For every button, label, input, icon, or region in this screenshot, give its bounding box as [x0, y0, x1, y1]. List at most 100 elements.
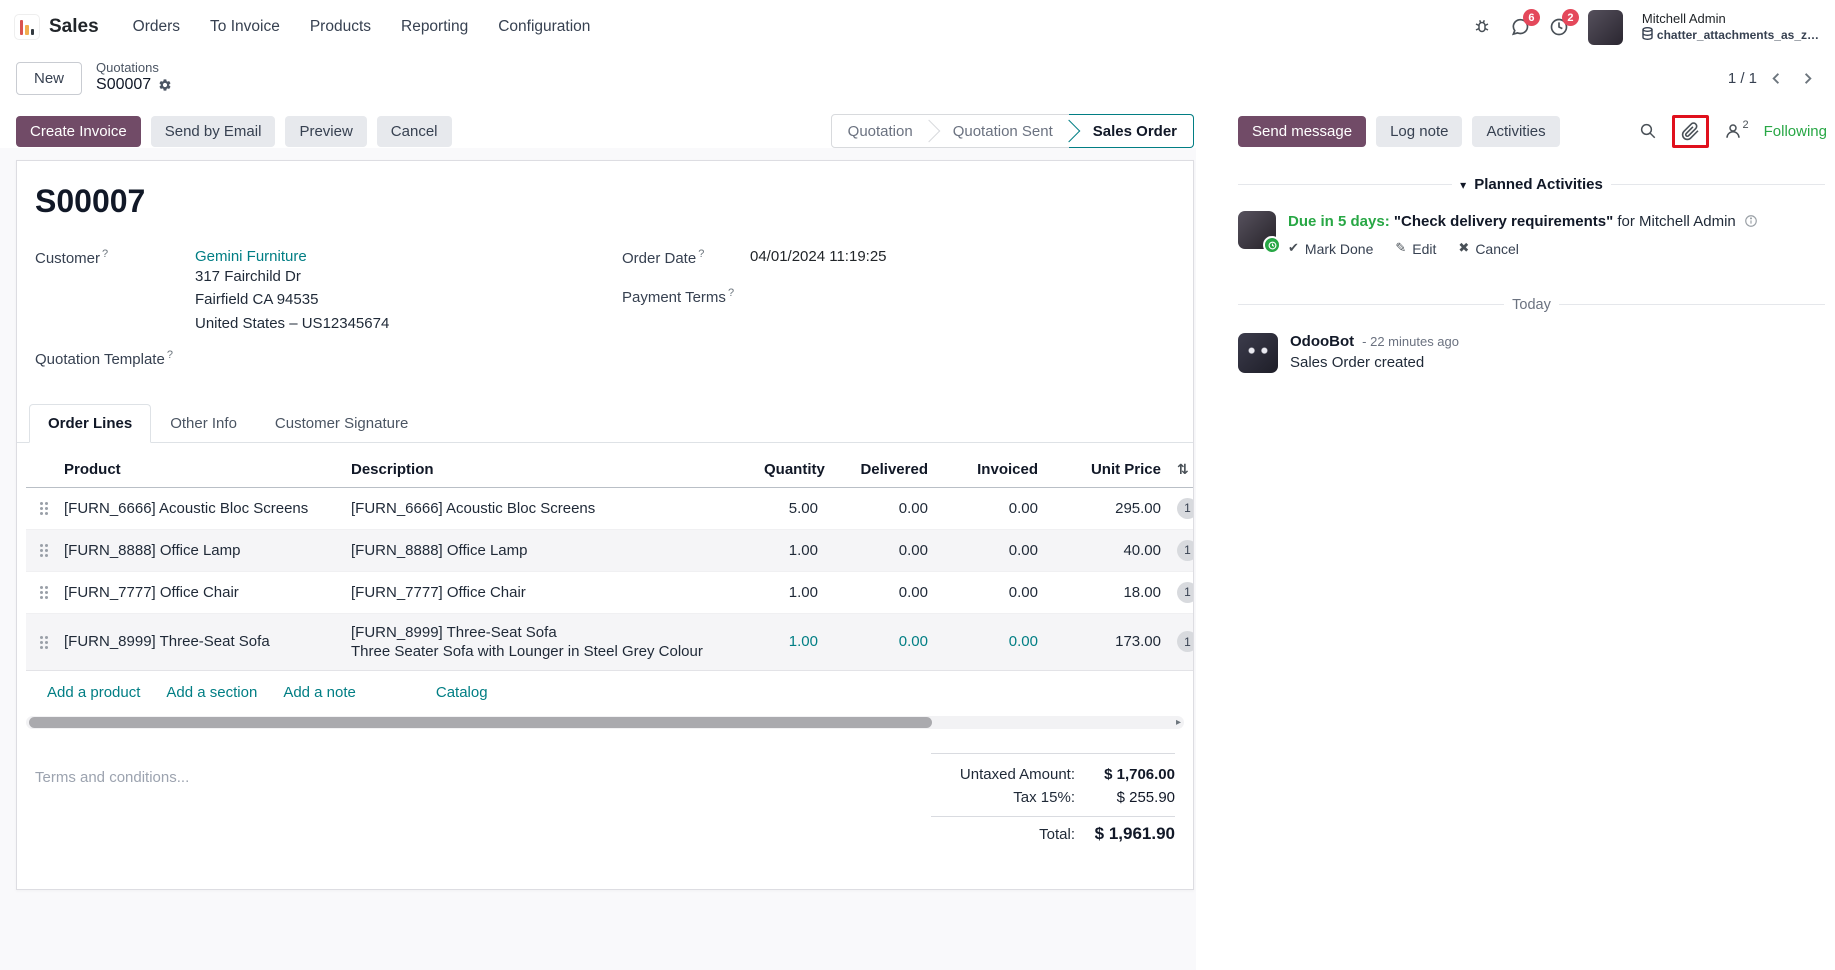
column-quantity[interactable]: Quantity [756, 450, 826, 488]
menu-orders[interactable]: Orders [132, 18, 181, 35]
cell-taxes[interactable]: 1 [1169, 486, 1193, 530]
cell-quantity[interactable]: 1.00 [756, 528, 826, 572]
cell-delivered[interactable]: 0.00 [826, 570, 936, 614]
drag-handle-cell[interactable] [26, 486, 56, 530]
cell-description[interactable]: [FURN_7777] Office Chair [343, 570, 756, 614]
tab-other-info[interactable]: Other Info [170, 414, 237, 432]
customer-link[interactable]: Gemini Furniture [195, 248, 307, 265]
cell-quantity[interactable]: 1.00 [756, 570, 826, 614]
column-invoiced[interactable]: Invoiced [936, 450, 1046, 488]
drag-handle-cell[interactable] [26, 570, 56, 614]
column-description[interactable]: Description [343, 450, 756, 488]
menu-reporting[interactable]: Reporting [401, 18, 469, 35]
terms-and-conditions-field[interactable]: Terms and conditions... [35, 768, 190, 786]
add-product-link[interactable]: Add a product [47, 683, 141, 701]
cell-quantity[interactable]: 5.00 [756, 486, 826, 530]
mark-done-button[interactable]: ✔ Mark Done [1288, 240, 1374, 257]
tax-label: Tax 15%: [1013, 788, 1075, 806]
cell-invoiced[interactable]: 0.00 [936, 612, 1046, 671]
cell-unit-price[interactable]: 173.00 [1046, 612, 1169, 671]
cell-unit-price[interactable]: 18.00 [1046, 570, 1169, 614]
user-menu[interactable]: Mitchell Admin chatter_attachments_as_z… [1642, 11, 1819, 43]
planned-activities-header[interactable]: ▾ Planned Activities [1238, 176, 1825, 193]
pager-previous-icon[interactable] [1765, 67, 1788, 90]
cell-invoiced[interactable]: 0.00 [936, 486, 1046, 530]
order-line-row: [FURN_6666] Acoustic Bloc Screens [FURN_… [26, 486, 1193, 530]
drag-handle-cell[interactable] [26, 528, 56, 572]
tab-order-lines[interactable]: Order Lines [29, 403, 152, 443]
preview-button[interactable]: Preview [285, 115, 367, 147]
handle-column-header [26, 450, 56, 488]
user-avatar[interactable] [1587, 9, 1623, 45]
menu-configuration[interactable]: Configuration [498, 18, 591, 35]
drag-handle-icon[interactable] [39, 635, 43, 639]
tax-badge: 1 [1177, 581, 1193, 603]
cell-delivered[interactable]: 0.00 [826, 528, 936, 572]
activities-clock-icon[interactable]: 2 [1549, 9, 1579, 37]
cell-product[interactable]: [FURN_8999] Three-Seat Sofa [56, 612, 343, 671]
messages-icon[interactable]: 6 [1510, 9, 1540, 37]
cancel-button[interactable]: Cancel [376, 115, 452, 147]
untaxed-amount-value: $ 1,706.00 [1104, 765, 1175, 783]
status-quotation[interactable]: Quotation [832, 115, 929, 147]
sales-app-icon [14, 14, 40, 40]
cell-delivered[interactable]: 0.00 [826, 612, 936, 671]
attachments-paperclip-icon[interactable] [1681, 121, 1700, 141]
horizontal-scrollbar[interactable]: ▸ [26, 715, 1184, 729]
send-by-email-button[interactable]: Send by Email [150, 115, 276, 147]
activities-button[interactable]: Activities [1472, 115, 1560, 147]
drag-handle-icon[interactable] [39, 502, 43, 506]
pager-next-icon[interactable] [1796, 67, 1819, 90]
debug-bug-icon[interactable] [1473, 18, 1491, 36]
add-note-link[interactable]: Add a note [283, 683, 356, 701]
collapse-caret-icon[interactable]: ▾ [1460, 177, 1467, 192]
catalog-link[interactable]: Catalog [435, 683, 488, 701]
cell-unit-price[interactable]: 40.00 [1046, 528, 1169, 572]
cell-product[interactable]: [FURN_8888] Office Lamp [56, 528, 343, 572]
cell-taxes[interactable]: 1 [1169, 612, 1193, 671]
column-product[interactable]: Product [56, 450, 343, 488]
followers-icon[interactable]: 2 [1724, 119, 1749, 140]
send-message-button[interactable]: Send message [1238, 115, 1367, 147]
order-date-field[interactable]: 04/01/2024 11:19:25 [750, 248, 887, 265]
column-unit-price[interactable]: Unit Price [1046, 450, 1169, 488]
cell-quantity[interactable]: 1.00 [756, 612, 826, 671]
following-button[interactable]: Following [1763, 122, 1827, 140]
cell-taxes[interactable]: 1 [1169, 570, 1193, 614]
column-delivered[interactable]: Delivered [826, 450, 936, 488]
gear-icon[interactable] [158, 78, 172, 92]
cell-invoiced[interactable]: 0.00 [936, 570, 1046, 614]
menu-to-invoice[interactable]: To Invoice [210, 18, 280, 35]
drag-handle-icon[interactable] [39, 586, 43, 590]
cell-description[interactable]: [FURN_8888] Office Lamp [343, 528, 756, 572]
new-button[interactable]: New [16, 61, 83, 95]
status-quotation-sent[interactable]: Quotation Sent [929, 115, 1069, 147]
cell-description[interactable]: [FURN_8999] Three-Seat Sofa Three Seater… [343, 612, 756, 671]
create-invoice-button[interactable]: Create Invoice [16, 115, 141, 147]
add-section-link[interactable]: Add a section [166, 683, 258, 701]
scrollbar-right-arrow-icon[interactable]: ▸ [1175, 716, 1181, 728]
scrollbar-thumb[interactable] [29, 716, 933, 728]
log-note-button[interactable]: Log note [1376, 115, 1463, 147]
cell-invoiced[interactable]: 0.00 [936, 528, 1046, 572]
breadcrumb-parent[interactable]: Quotations [96, 60, 159, 76]
info-icon[interactable] [1744, 215, 1758, 232]
drag-handle-cell[interactable] [26, 612, 56, 671]
search-messages-icon[interactable] [1639, 122, 1657, 140]
cancel-activity-button[interactable]: ✖ Cancel [1458, 240, 1519, 257]
drag-handle-icon[interactable] [39, 544, 43, 548]
cell-delivered[interactable]: 0.00 [826, 486, 936, 530]
cell-description[interactable]: [FURN_6666] Acoustic Bloc Screens [343, 486, 756, 530]
message-author[interactable]: OdooBot [1290, 332, 1355, 350]
cell-product[interactable]: [FURN_7777] Office Chair [56, 570, 343, 614]
cell-unit-price[interactable]: 295.00 [1046, 486, 1169, 530]
status-sales-order[interactable]: Sales Order [1068, 114, 1194, 148]
cell-product[interactable]: [FURN_6666] Acoustic Bloc Screens [56, 486, 343, 530]
app-brand[interactable]: Sales [14, 14, 99, 40]
tab-customer-signature[interactable]: Customer Signature [274, 414, 409, 432]
menu-products[interactable]: Products [309, 18, 371, 35]
cell-taxes[interactable]: 1 [1169, 528, 1193, 572]
untaxed-amount-label: Untaxed Amount: [959, 765, 1075, 783]
edit-activity-button[interactable]: ✎ Edit [1395, 240, 1437, 257]
optional-columns-icon[interactable]: ⇅ [1169, 450, 1193, 488]
